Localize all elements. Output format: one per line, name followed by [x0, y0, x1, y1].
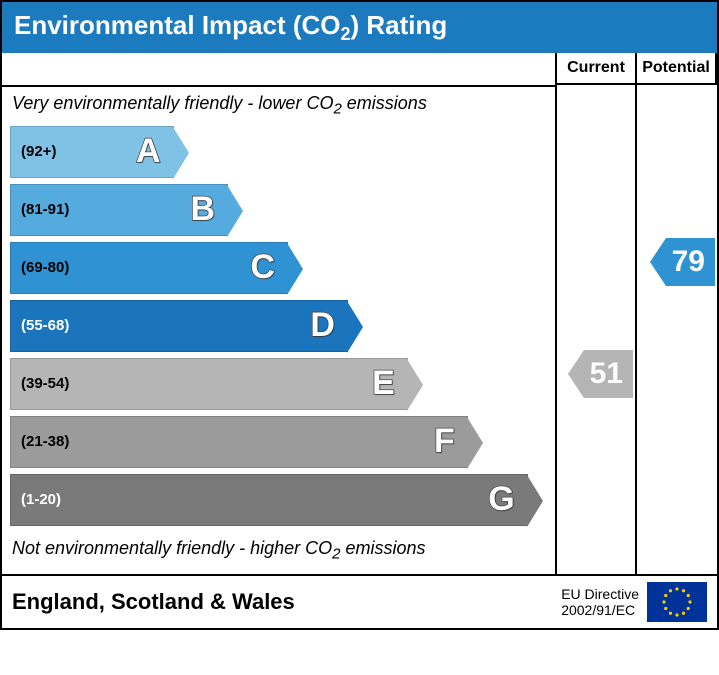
eu-flag-icon — [647, 582, 707, 622]
chart-grid: Very environmentally friendly - lower CO… — [2, 53, 717, 574]
band-letter: F — [434, 422, 455, 461]
current-pointer-area: 51 — [557, 85, 635, 606]
band-row-c: (69-80) C — [10, 242, 555, 298]
band-range: (92+) — [21, 143, 56, 160]
band-a: (92+) A — [10, 126, 174, 178]
caption-top: Very environmentally friendly - lower CO… — [2, 87, 555, 124]
band-g: (1-20) G — [10, 474, 528, 526]
band-row-f: (21-38) F — [10, 416, 555, 472]
band-row-g: (1-20) G — [10, 474, 555, 530]
band-f: (21-38) F — [10, 416, 468, 468]
band-row-b: (81-91) B — [10, 184, 555, 240]
band-row-a: (92+) A — [10, 126, 555, 182]
current-header: Current — [557, 53, 637, 85]
band-b: (81-91) B — [10, 184, 228, 236]
band-range: (39-54) — [21, 375, 69, 392]
band-range: (69-80) — [21, 259, 69, 276]
band-letter: A — [136, 132, 161, 171]
bands-list: (92+) A (81-91) B (69-80) C (55-68) D (39-54) E (2… — [2, 126, 555, 530]
potential-pointer: 79 — [666, 238, 715, 286]
band-range: (81-91) — [21, 201, 69, 218]
band-range: (21-38) — [21, 433, 69, 450]
current-column: Current 51 — [557, 53, 637, 574]
band-letter: G — [488, 480, 514, 519]
potential-pointer-area: 79 — [637, 85, 717, 606]
footer-region: England, Scotland & Wales — [12, 589, 295, 615]
band-row-e: (39-54) E — [10, 358, 555, 414]
band-letter: C — [250, 248, 275, 287]
potential-header: Potential — [637, 53, 717, 85]
band-d: (55-68) D — [10, 300, 348, 352]
band-range: (1-20) — [21, 491, 61, 508]
band-c: (69-80) C — [10, 242, 288, 294]
current-pointer: 51 — [584, 350, 633, 398]
potential-column: Potential 79 — [637, 53, 717, 574]
band-letter: B — [190, 190, 215, 229]
band-row-d: (55-68) D — [10, 300, 555, 356]
header-blank — [2, 53, 555, 87]
caption-bottom: Not environmentally friendly - higher CO… — [2, 532, 555, 569]
band-letter: E — [372, 364, 395, 403]
chart-title: Environmental Impact (CO2) Rating — [2, 2, 717, 53]
bands-column: Very environmentally friendly - lower CO… — [2, 53, 557, 574]
band-e: (39-54) E — [10, 358, 408, 410]
band-range: (55-68) — [21, 317, 69, 334]
epc-chart: Environmental Impact (CO2) Rating Very e… — [0, 0, 719, 630]
band-letter: D — [310, 306, 335, 345]
